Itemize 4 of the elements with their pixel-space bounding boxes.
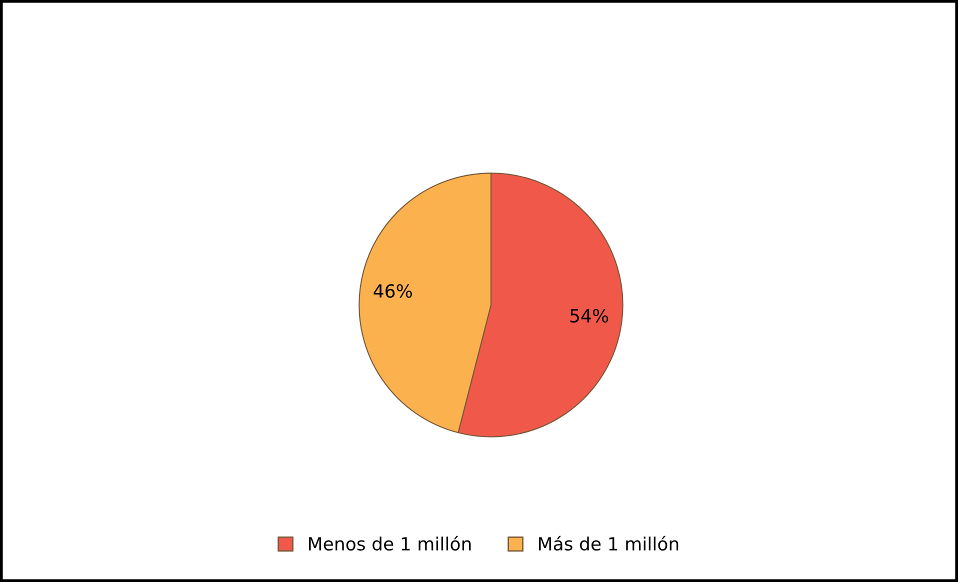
data-label: 54% bbox=[570, 308, 608, 323]
legend-label: Menos de 1 millón bbox=[309, 536, 471, 551]
legend-label: Más de 1 millón bbox=[538, 536, 678, 551]
data-label: 46% bbox=[374, 284, 412, 298]
